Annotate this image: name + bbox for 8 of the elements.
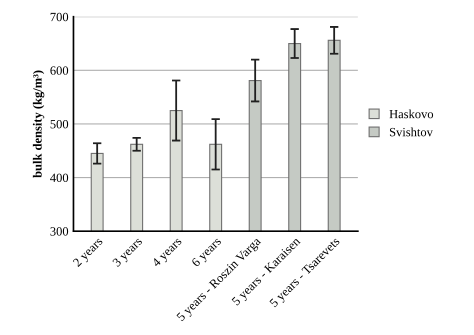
y-tick-label: 600: [50, 66, 68, 75]
y-tick-label: 700: [50, 12, 68, 22]
y-tick-label: 400: [50, 174, 68, 182]
legend-label: Haskovo: [389, 109, 434, 118]
y-axis-title: bulk density (kg/m³): [32, 70, 44, 178]
legend-label: Svishtov: [390, 128, 433, 136]
y-tick-label: 300: [50, 227, 68, 236]
y-tick-label: 500: [50, 120, 68, 128]
